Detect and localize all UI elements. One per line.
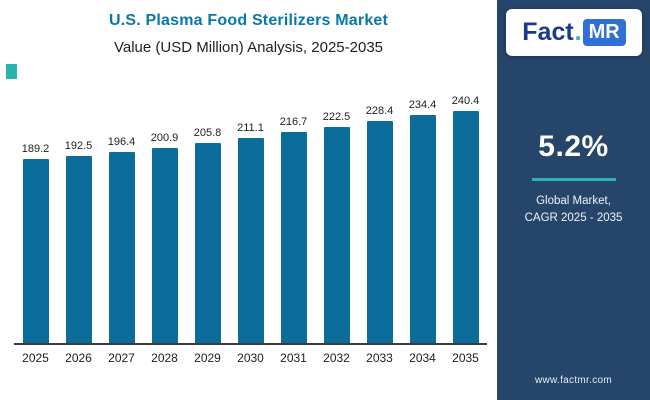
bar <box>366 120 393 343</box>
stat-label-line2: CAGR 2025 - 2035 <box>524 212 623 225</box>
bar-value-label: 216.7 <box>279 116 308 129</box>
bar-column: 189.2 <box>14 95 57 343</box>
x-tick-label: 2030 <box>237 351 264 365</box>
bar-column: 205.8 <box>186 95 229 343</box>
bar-value-label: 205.8 <box>193 126 222 139</box>
bar <box>237 137 264 343</box>
chart-subtitle: Value (USD Million) Analysis, 2025-2035 <box>113 39 384 56</box>
cagr-stat-block: 5.2% Global Market, CAGR 2025 - 2035 <box>497 130 650 228</box>
bar <box>108 152 135 343</box>
bar-column: 240.4 <box>444 95 487 343</box>
bar-value-label: 192.5 <box>64 139 93 152</box>
bar-column: 200.9 <box>143 95 186 343</box>
x-tick-label: 2028 <box>151 351 178 365</box>
x-tick-label: 2025 <box>22 351 49 365</box>
bar-value-label: 228.4 <box>365 104 394 117</box>
chart-title: U.S. Plasma Food Sterilizers Market <box>108 12 389 29</box>
sidebar: 5.2% Global Market, CAGR 2025 - 2035 www… <box>497 0 650 400</box>
bar-value-label: 211.1 <box>237 121 264 134</box>
bar-column: 196.4 <box>100 95 143 343</box>
factmr-logo: Fact . MR <box>506 9 642 56</box>
x-tick-label: 2035 <box>452 351 479 365</box>
bar <box>194 142 221 343</box>
x-tick-label: 2031 <box>280 351 307 365</box>
x-tick-label: 2027 <box>108 351 135 365</box>
chart-panel: U.S. Plasma Food Sterilizers Market Valu… <box>0 0 497 365</box>
bar <box>452 111 479 343</box>
bar-value-label: 222.5 <box>322 110 351 123</box>
x-tick-label: 2033 <box>366 351 393 365</box>
bar-value-label: 196.4 <box>107 136 136 148</box>
bar-column: 228.4 <box>358 95 401 343</box>
x-axis-labels: 2025 2026 2027 2028 2029 2030 2031 2032 2033 2034… <box>14 351 487 365</box>
bar-value-label: 189.2 <box>21 143 50 155</box>
bar <box>22 159 49 343</box>
bar <box>65 155 92 343</box>
logo-text-fact: Fact <box>522 18 574 46</box>
chart-header: U.S. Plasma Food Sterilizers Market Valu… <box>0 0 497 56</box>
cagr-value: 5.2% <box>538 130 609 163</box>
x-tick-label: 2029 <box>194 351 221 365</box>
x-tick-label: 2032 <box>323 351 350 365</box>
logo-dot: . <box>574 18 582 46</box>
bar-column: 211.1 <box>229 95 272 343</box>
website-url: www.factmr.com <box>535 375 612 386</box>
bar <box>323 126 350 343</box>
teal-accent-mark <box>6 64 17 79</box>
bar-chart: 189.2 192.5 196.4 200.9 205.8 211.1 216.7 222.5… <box>14 95 487 365</box>
bar <box>280 132 307 343</box>
bars: 189.2 192.5 196.4 200.9 205.8 211.1 216.7 222.5… <box>14 95 487 345</box>
x-tick-label: 2026 <box>65 351 92 365</box>
bar-value-label: 200.9 <box>150 131 179 144</box>
x-tick-label: 2034 <box>409 351 436 365</box>
bar <box>151 147 178 343</box>
bar <box>409 115 436 343</box>
bar-column: 222.5 <box>315 95 358 343</box>
stat-label-line1: Global Market, <box>536 195 611 207</box>
bar-column: 234.4 <box>401 95 444 343</box>
bar-column: 216.7 <box>272 95 315 343</box>
logo-text-mr: MR <box>582 19 626 46</box>
bar-value-label: 234.4 <box>408 99 437 112</box>
bar-value-label: 240.4 <box>451 95 480 107</box>
bar-column: 192.5 <box>57 95 100 343</box>
stat-divider <box>531 178 616 181</box>
